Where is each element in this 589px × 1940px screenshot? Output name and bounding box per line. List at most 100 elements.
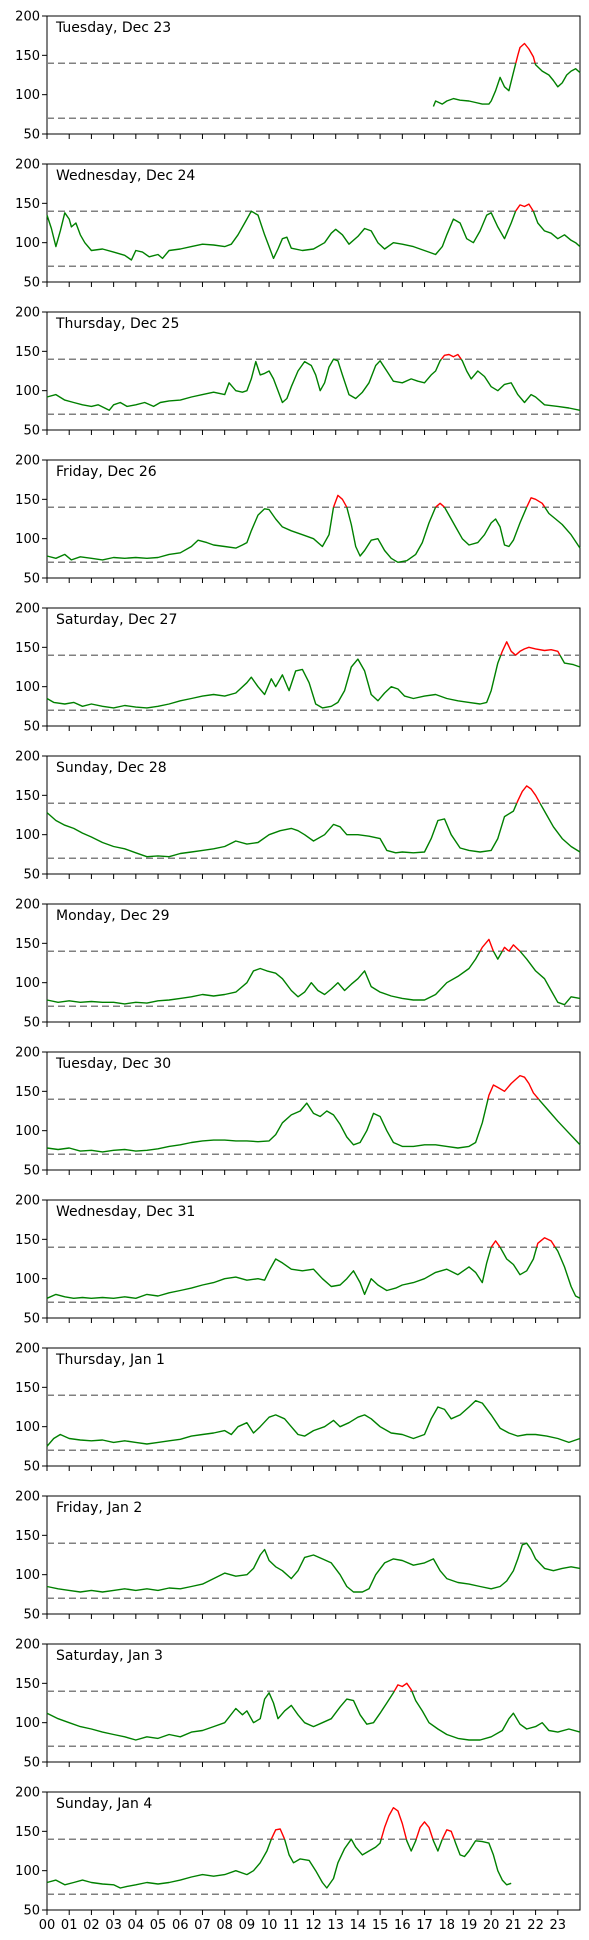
y-tick-label: 200: [15, 1786, 40, 1801]
series-line-normal: [46, 654, 502, 709]
series-line-high: [515, 42, 536, 64]
series-line-normal: [432, 1838, 443, 1852]
y-tick-label: 100: [15, 532, 40, 547]
chart-panel: 50 100 150 200 Tuesday, Dec 23: [15, 10, 581, 143]
series-line-high: [487, 1074, 540, 1100]
y-tick-label: 50: [23, 128, 40, 143]
series-line-high: [270, 1828, 286, 1840]
series-line-normal: [46, 1099, 489, 1153]
series-line-high: [515, 203, 534, 212]
x-tick-label: 22: [527, 1918, 544, 1933]
y-tick-label: 200: [15, 1342, 40, 1357]
panel-title: Monday, Dec 29: [56, 908, 170, 924]
y-tick-label: 50: [23, 1164, 40, 1179]
series-line-high: [393, 1682, 413, 1692]
x-tick-label: 00: [39, 1918, 56, 1933]
y-tick-label: 200: [15, 602, 40, 617]
y-tick-label: 200: [15, 898, 40, 913]
chart-panel: 50 100 150 200 Wednesday, Dec 31: [15, 1194, 581, 1327]
y-tick-label: 200: [15, 454, 40, 469]
series-line-normal: [443, 506, 528, 548]
y-tick-label: 50: [23, 1312, 40, 1327]
y-tick-label: 50: [23, 1016, 40, 1031]
y-tick-label: 100: [15, 88, 40, 103]
series-line-normal: [432, 63, 517, 107]
x-tick-label: 07: [194, 1918, 211, 1933]
series-line-normal: [411, 1690, 581, 1741]
y-tick-label: 150: [15, 937, 40, 952]
y-tick-label: 150: [15, 1825, 40, 1840]
x-tick-label: 01: [61, 1918, 78, 1933]
y-tick-label: 50: [23, 276, 40, 291]
y-tick-label: 150: [15, 49, 40, 64]
y-tick-label: 200: [15, 750, 40, 765]
chart-panel: 50 100 150 200 Sunday, Dec 28: [15, 750, 581, 883]
y-tick-label: 150: [15, 493, 40, 508]
y-tick-label: 150: [15, 641, 40, 656]
chart-panel: 50 100 150 200 Wednesday, Dec 24: [15, 158, 581, 291]
x-tick-label: 18: [438, 1918, 455, 1933]
y-tick-label: 200: [15, 1638, 40, 1653]
x-tick-label: 08: [216, 1918, 233, 1933]
x-tick-label: 14: [350, 1918, 367, 1933]
series-line-normal: [46, 802, 518, 858]
series-line-normal: [538, 1098, 581, 1146]
series-line-high: [415, 1821, 434, 1840]
y-tick-label: 50: [23, 1756, 40, 1771]
chart-panel: 50 100 150 200 Saturday, Jan 3: [15, 1638, 581, 1771]
y-tick-label: 50: [23, 1460, 40, 1475]
x-tick-label: 23: [550, 1918, 567, 1933]
y-tick-label: 100: [15, 680, 40, 695]
chart-panel: 50 100 150 200 Friday, Jan 2: [15, 1490, 581, 1623]
series-line-normal: [46, 1400, 581, 1447]
series-line-high: [516, 785, 541, 804]
series-line-normal: [499, 1246, 538, 1276]
series-line-high: [508, 944, 521, 952]
series-line-normal: [46, 1247, 492, 1299]
panel-title: Wednesday, Dec 31: [56, 1204, 195, 1220]
y-tick-label: 100: [15, 1420, 40, 1435]
panel-title: Friday, Jan 2: [56, 1500, 142, 1516]
series-line-normal: [46, 358, 442, 411]
y-tick-label: 100: [15, 1716, 40, 1731]
series-line-high: [479, 938, 495, 952]
chart-panel: 50 100 150 200 Sunday, Jan 4 00 01 02 03 04 05 06 07…: [15, 1786, 581, 1933]
y-tick-label: 50: [23, 1904, 40, 1919]
y-tick-label: 50: [23, 868, 40, 883]
y-tick-label: 100: [15, 1272, 40, 1287]
series-line-high: [380, 1807, 408, 1840]
y-tick-label: 100: [15, 1124, 40, 1139]
series-line-high: [490, 1240, 501, 1248]
x-tick-label: 06: [172, 1918, 189, 1933]
series-line-high: [501, 946, 510, 952]
panel-title: Wednesday, Dec 24: [56, 168, 195, 184]
y-tick-label: 200: [15, 10, 40, 25]
x-tick-label: 03: [105, 1918, 122, 1933]
x-tick-label: 15: [372, 1918, 389, 1933]
x-tick-label: 04: [128, 1918, 145, 1933]
series-line-normal: [453, 1838, 512, 1886]
chart-panel: 50 100 150 200 Saturday, Dec 27: [15, 602, 581, 735]
panel-title: Thursday, Jan 1: [55, 1352, 165, 1368]
series-line-normal: [346, 506, 437, 563]
y-tick-label: 150: [15, 1677, 40, 1692]
series-line-normal: [46, 210, 517, 261]
panel-title: Saturday, Dec 27: [56, 612, 177, 628]
chart-panel: 50 100 150 200 Monday, Dec 29: [15, 898, 581, 1031]
y-tick-label: 150: [15, 789, 40, 804]
series-line-high: [441, 1829, 455, 1840]
series-line-high: [435, 502, 445, 508]
series-line-normal: [46, 507, 335, 561]
y-tick-label: 150: [15, 1529, 40, 1544]
x-tick-label: 11: [283, 1918, 300, 1933]
series-line-high: [332, 494, 348, 508]
y-tick-label: 150: [15, 1085, 40, 1100]
y-tick-label: 50: [23, 720, 40, 735]
y-tick-label: 150: [15, 345, 40, 360]
y-tick-label: 50: [23, 1608, 40, 1623]
series-line-normal: [532, 210, 581, 248]
y-tick-label: 200: [15, 1046, 40, 1061]
chart-panel: 50 100 150 200 Tuesday, Dec 30: [15, 1046, 581, 1179]
x-tick-label: 09: [239, 1918, 256, 1933]
chart-panel: 50 100 150 200 Thursday, Dec 25: [15, 306, 581, 439]
